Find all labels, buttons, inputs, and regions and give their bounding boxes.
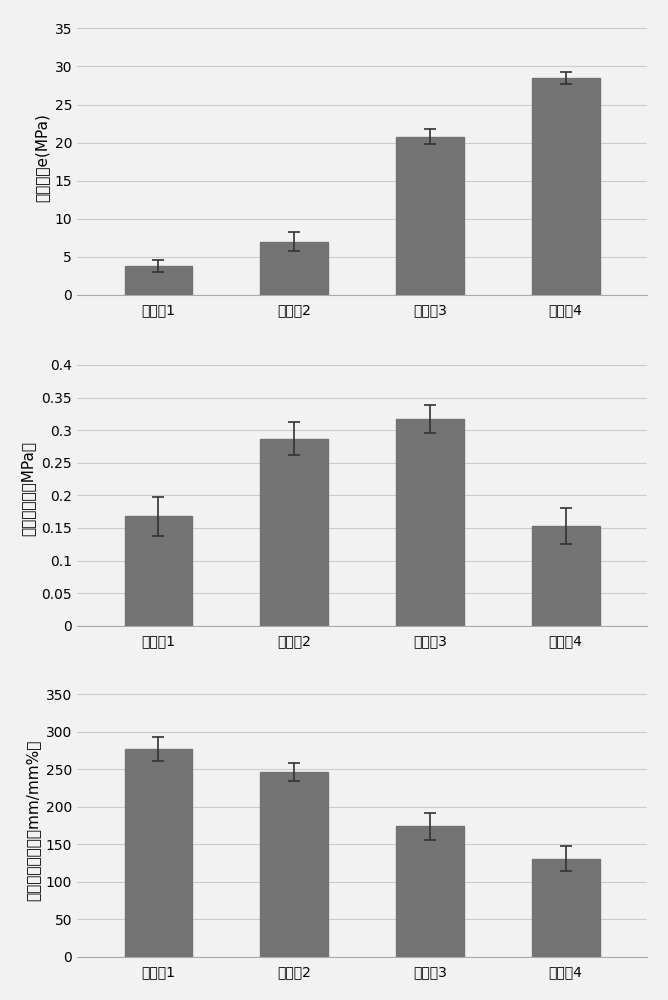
Bar	[124, 749, 192, 957]
Bar	[396, 137, 464, 295]
Y-axis label: 断裂点应力（MPa）: 断裂点应力（MPa）	[21, 441, 36, 536]
Bar	[124, 266, 192, 295]
Bar	[261, 242, 328, 295]
Bar	[532, 859, 600, 957]
Bar	[396, 419, 464, 626]
Bar	[396, 826, 464, 957]
Bar	[532, 78, 600, 295]
Bar	[261, 439, 328, 626]
Y-axis label: 断裂点断裂伸长（mm/mm%）: 断裂点断裂伸长（mm/mm%）	[25, 739, 40, 901]
Y-axis label: 弹性模量e(MPa): 弹性模量e(MPa)	[34, 113, 49, 202]
Bar	[124, 516, 192, 626]
Bar	[532, 526, 600, 626]
Bar	[261, 772, 328, 957]
